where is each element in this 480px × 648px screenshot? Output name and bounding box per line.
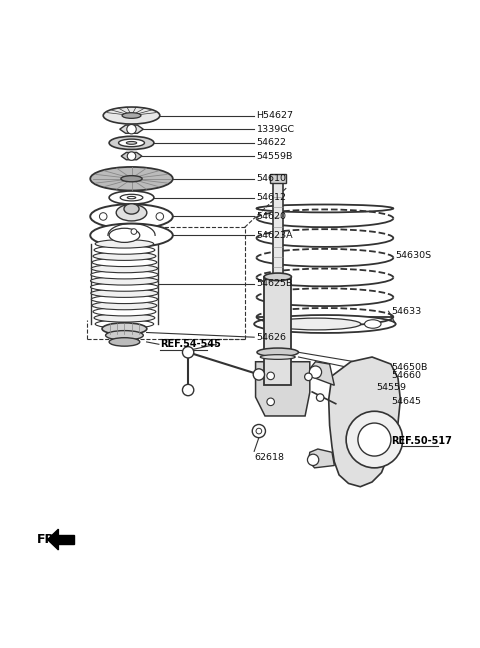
Ellipse shape [109, 191, 154, 204]
Circle shape [253, 369, 264, 380]
Text: 54622: 54622 [256, 139, 287, 147]
Ellipse shape [94, 314, 155, 322]
Ellipse shape [119, 139, 144, 146]
Text: 54610: 54610 [256, 174, 287, 183]
Ellipse shape [109, 338, 140, 346]
Ellipse shape [127, 196, 136, 199]
Ellipse shape [93, 252, 156, 260]
Ellipse shape [364, 319, 381, 329]
Ellipse shape [257, 348, 299, 356]
Ellipse shape [116, 204, 147, 221]
Text: 1339GC: 1339GC [256, 124, 295, 133]
Polygon shape [255, 362, 310, 416]
Text: 54645: 54645 [391, 397, 421, 406]
Polygon shape [310, 362, 335, 386]
Ellipse shape [90, 167, 173, 191]
Text: 54623A: 54623A [256, 231, 293, 240]
Ellipse shape [254, 315, 396, 333]
Text: 54633: 54633 [391, 307, 421, 316]
Circle shape [156, 213, 164, 220]
Ellipse shape [90, 224, 173, 247]
Ellipse shape [92, 301, 157, 310]
Text: REF.54-545: REF.54-545 [160, 340, 221, 349]
Ellipse shape [90, 204, 173, 229]
Bar [273, 183, 283, 277]
Ellipse shape [121, 176, 142, 182]
Circle shape [308, 454, 319, 465]
Polygon shape [48, 529, 59, 550]
Circle shape [182, 384, 194, 396]
Ellipse shape [126, 141, 137, 145]
Ellipse shape [102, 323, 147, 334]
Ellipse shape [95, 240, 154, 248]
Ellipse shape [91, 283, 158, 291]
Ellipse shape [124, 203, 139, 214]
Ellipse shape [91, 295, 157, 303]
Text: 54620: 54620 [256, 212, 287, 221]
Ellipse shape [272, 318, 361, 330]
Text: 54559B: 54559B [256, 152, 293, 161]
Circle shape [182, 347, 194, 358]
Text: 54630S: 54630S [396, 251, 432, 260]
Ellipse shape [120, 194, 143, 201]
Circle shape [252, 424, 265, 437]
Text: 62618: 62618 [254, 452, 284, 461]
Text: 54626: 54626 [256, 332, 287, 341]
Polygon shape [56, 535, 74, 544]
Polygon shape [121, 152, 142, 160]
Ellipse shape [91, 264, 157, 273]
Circle shape [267, 398, 275, 406]
Circle shape [127, 124, 136, 134]
Circle shape [127, 152, 136, 160]
Polygon shape [308, 449, 335, 468]
Circle shape [267, 372, 275, 380]
Polygon shape [329, 357, 400, 487]
Text: 54650B: 54650B [391, 363, 427, 372]
Circle shape [305, 373, 312, 380]
Ellipse shape [92, 258, 157, 266]
Ellipse shape [122, 113, 141, 119]
Ellipse shape [260, 354, 295, 360]
Circle shape [309, 366, 322, 378]
Text: 54559: 54559 [377, 383, 407, 391]
Ellipse shape [95, 319, 154, 329]
Circle shape [131, 229, 137, 235]
Ellipse shape [109, 136, 154, 150]
Circle shape [99, 213, 107, 220]
Circle shape [256, 428, 262, 434]
Ellipse shape [91, 289, 158, 297]
Ellipse shape [103, 107, 160, 124]
Ellipse shape [93, 307, 156, 316]
Text: 54660: 54660 [391, 371, 421, 380]
Ellipse shape [94, 246, 155, 254]
Ellipse shape [91, 277, 158, 285]
Circle shape [358, 423, 391, 456]
Ellipse shape [91, 270, 158, 279]
Circle shape [316, 394, 324, 401]
Text: REF.50-517: REF.50-517 [391, 435, 452, 446]
Text: 54612: 54612 [256, 193, 287, 202]
Ellipse shape [109, 228, 140, 242]
Ellipse shape [106, 330, 144, 340]
Text: FR.: FR. [37, 533, 60, 546]
Bar [270, 174, 286, 183]
Circle shape [346, 411, 403, 468]
Text: H54627: H54627 [256, 111, 293, 119]
Circle shape [267, 349, 275, 356]
Bar [264, 277, 291, 386]
Polygon shape [120, 125, 144, 133]
Ellipse shape [264, 273, 291, 281]
Text: 54625B: 54625B [256, 279, 293, 288]
